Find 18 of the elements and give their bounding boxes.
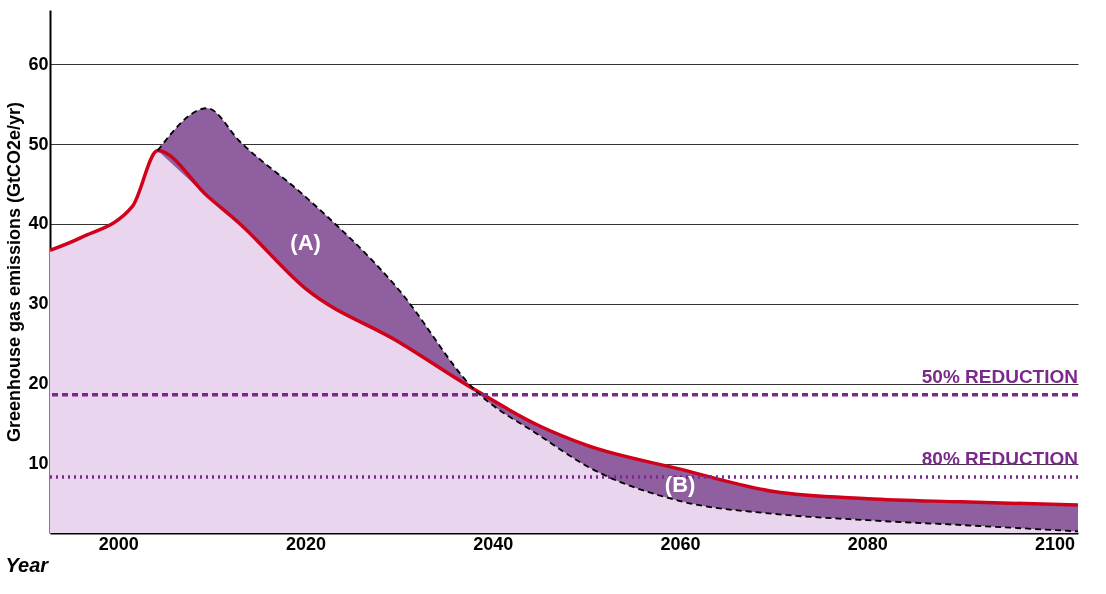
y-tick-label: 60 (28, 53, 49, 74)
y-tick-label: 20 (28, 373, 49, 394)
y-tick-label: 50 (28, 133, 49, 154)
ref-line-label: 50% REDUCTION (921, 365, 1078, 387)
y-tick-label: 30 (28, 293, 49, 314)
x-tick-label: 2000 (98, 533, 139, 554)
x-tick-label: 2080 (847, 533, 888, 554)
x-tick-label: 2040 (473, 533, 514, 554)
x-tick-label: 2060 (660, 533, 701, 554)
x-tick-label: 2020 (286, 533, 327, 554)
x-tick-label: 2100 (1035, 533, 1076, 554)
annotation: (B) (664, 472, 696, 498)
annotation: (A) (290, 229, 321, 255)
ref-line-label: 80% REDUCTION (921, 448, 1078, 470)
y-tick-label: 10 (28, 453, 49, 474)
x-axis-title: Year (5, 553, 50, 576)
y-axis-title: Greenhouse gas emissions (GtCO2e/yr) (4, 101, 25, 443)
y-tick-label: 40 (28, 213, 49, 234)
